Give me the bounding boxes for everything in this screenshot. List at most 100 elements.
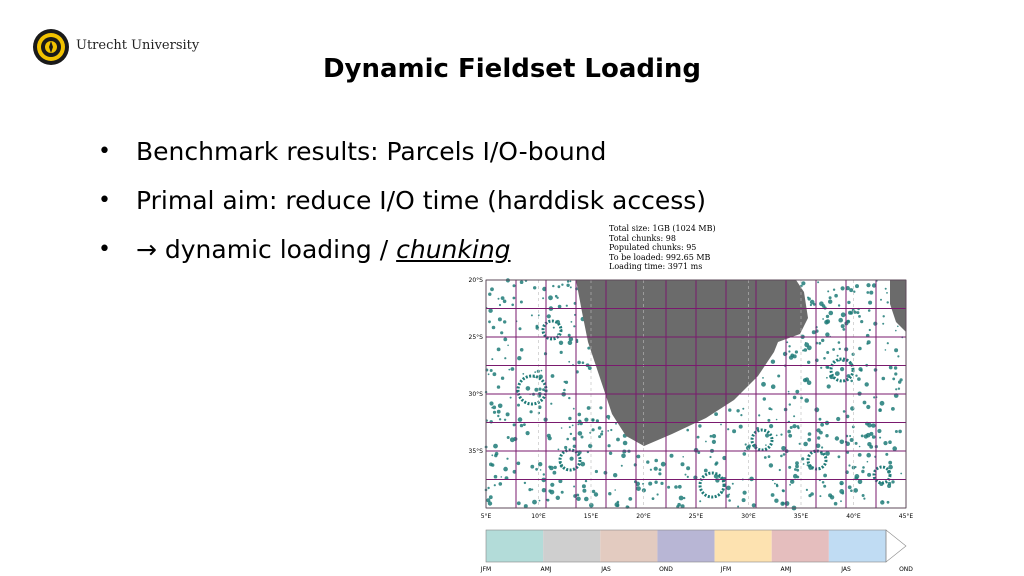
bullet-text: → dynamic loading / chunking [136, 228, 511, 272]
particle [555, 495, 560, 500]
particle [800, 396, 803, 400]
particle [726, 485, 731, 491]
particle [833, 501, 838, 506]
particle [880, 298, 882, 301]
particle [722, 455, 727, 461]
longitude-tick-label: 20°E [636, 513, 651, 520]
particle [869, 290, 874, 295]
particle [538, 499, 541, 502]
particle [576, 496, 581, 501]
map-frame [485, 279, 907, 509]
particle [784, 501, 790, 506]
particle [837, 341, 841, 344]
particle [564, 445, 568, 450]
particle [740, 414, 743, 417]
particle [591, 489, 596, 494]
particle [881, 500, 884, 502]
particle [840, 324, 845, 329]
particle [488, 292, 492, 296]
particle [788, 350, 791, 353]
particle [497, 297, 500, 300]
particle [540, 369, 543, 372]
particle [837, 304, 841, 307]
particle [781, 489, 785, 492]
particle [566, 280, 570, 283]
longitude-axis: 5°E 10°E 15°E 20°E 25°E 30°E 35°E 40°E 45°E [481, 513, 914, 520]
latitude-axis: 20°S 25°S 30°S 35°S [469, 277, 484, 455]
particle [564, 380, 569, 384]
particle [535, 467, 538, 471]
particle [550, 374, 555, 378]
particle [628, 497, 633, 501]
particle [646, 460, 650, 464]
particle [854, 441, 858, 445]
particle [897, 387, 901, 390]
particle [825, 365, 829, 369]
particle [500, 296, 505, 300]
particle [792, 395, 797, 400]
particle [608, 451, 613, 455]
particle [537, 314, 540, 317]
particle [686, 428, 689, 432]
particle [496, 347, 501, 352]
particle [581, 361, 585, 364]
stat-total-chunks: Total chunks: 98 [609, 233, 676, 243]
particle [519, 300, 523, 304]
particle [823, 484, 827, 488]
particle [781, 502, 785, 505]
particle [615, 422, 617, 425]
particle [790, 479, 795, 484]
particle [820, 422, 824, 427]
colorbar-segment [771, 530, 829, 562]
particle [504, 357, 507, 360]
particle [698, 424, 702, 428]
bullet-item: • Benchmark results: Parcels I/O-bound [98, 130, 798, 179]
particle [793, 415, 796, 418]
particle [795, 389, 800, 394]
particle [836, 354, 839, 357]
particle [809, 299, 815, 305]
particle [888, 460, 893, 465]
particle [491, 358, 494, 361]
particle [763, 456, 767, 459]
particle [552, 284, 555, 288]
particle [859, 368, 863, 372]
particle [621, 453, 626, 459]
particle [802, 378, 808, 383]
colorbar-label: OND [659, 566, 673, 573]
particle [817, 436, 821, 440]
particle [860, 320, 864, 324]
particle [560, 427, 563, 429]
particle [825, 451, 830, 456]
particle [822, 318, 824, 320]
particle [894, 372, 898, 376]
particle [549, 465, 554, 471]
particle [493, 484, 496, 487]
particle [774, 482, 776, 485]
bullet-text: Benchmark results: Parcels I/O-bound [136, 137, 607, 166]
particle [788, 345, 791, 348]
particle [538, 374, 543, 379]
particle [674, 485, 678, 489]
latitude-tick-label: 35°S [469, 448, 484, 455]
particle [572, 407, 575, 410]
particle [769, 424, 774, 429]
particle [817, 281, 820, 284]
particle [856, 311, 860, 315]
particle [818, 341, 822, 345]
particle [532, 499, 537, 505]
particle [806, 380, 812, 385]
particle [726, 494, 730, 498]
particle [898, 429, 902, 434]
particle [531, 488, 534, 491]
particle [568, 336, 574, 342]
particle [705, 440, 707, 443]
particle [829, 495, 835, 500]
particle [738, 424, 743, 429]
particle [489, 401, 494, 406]
particle [845, 286, 850, 291]
particle [709, 455, 712, 459]
particle [847, 485, 852, 490]
particle [658, 468, 662, 472]
particle [891, 407, 895, 411]
